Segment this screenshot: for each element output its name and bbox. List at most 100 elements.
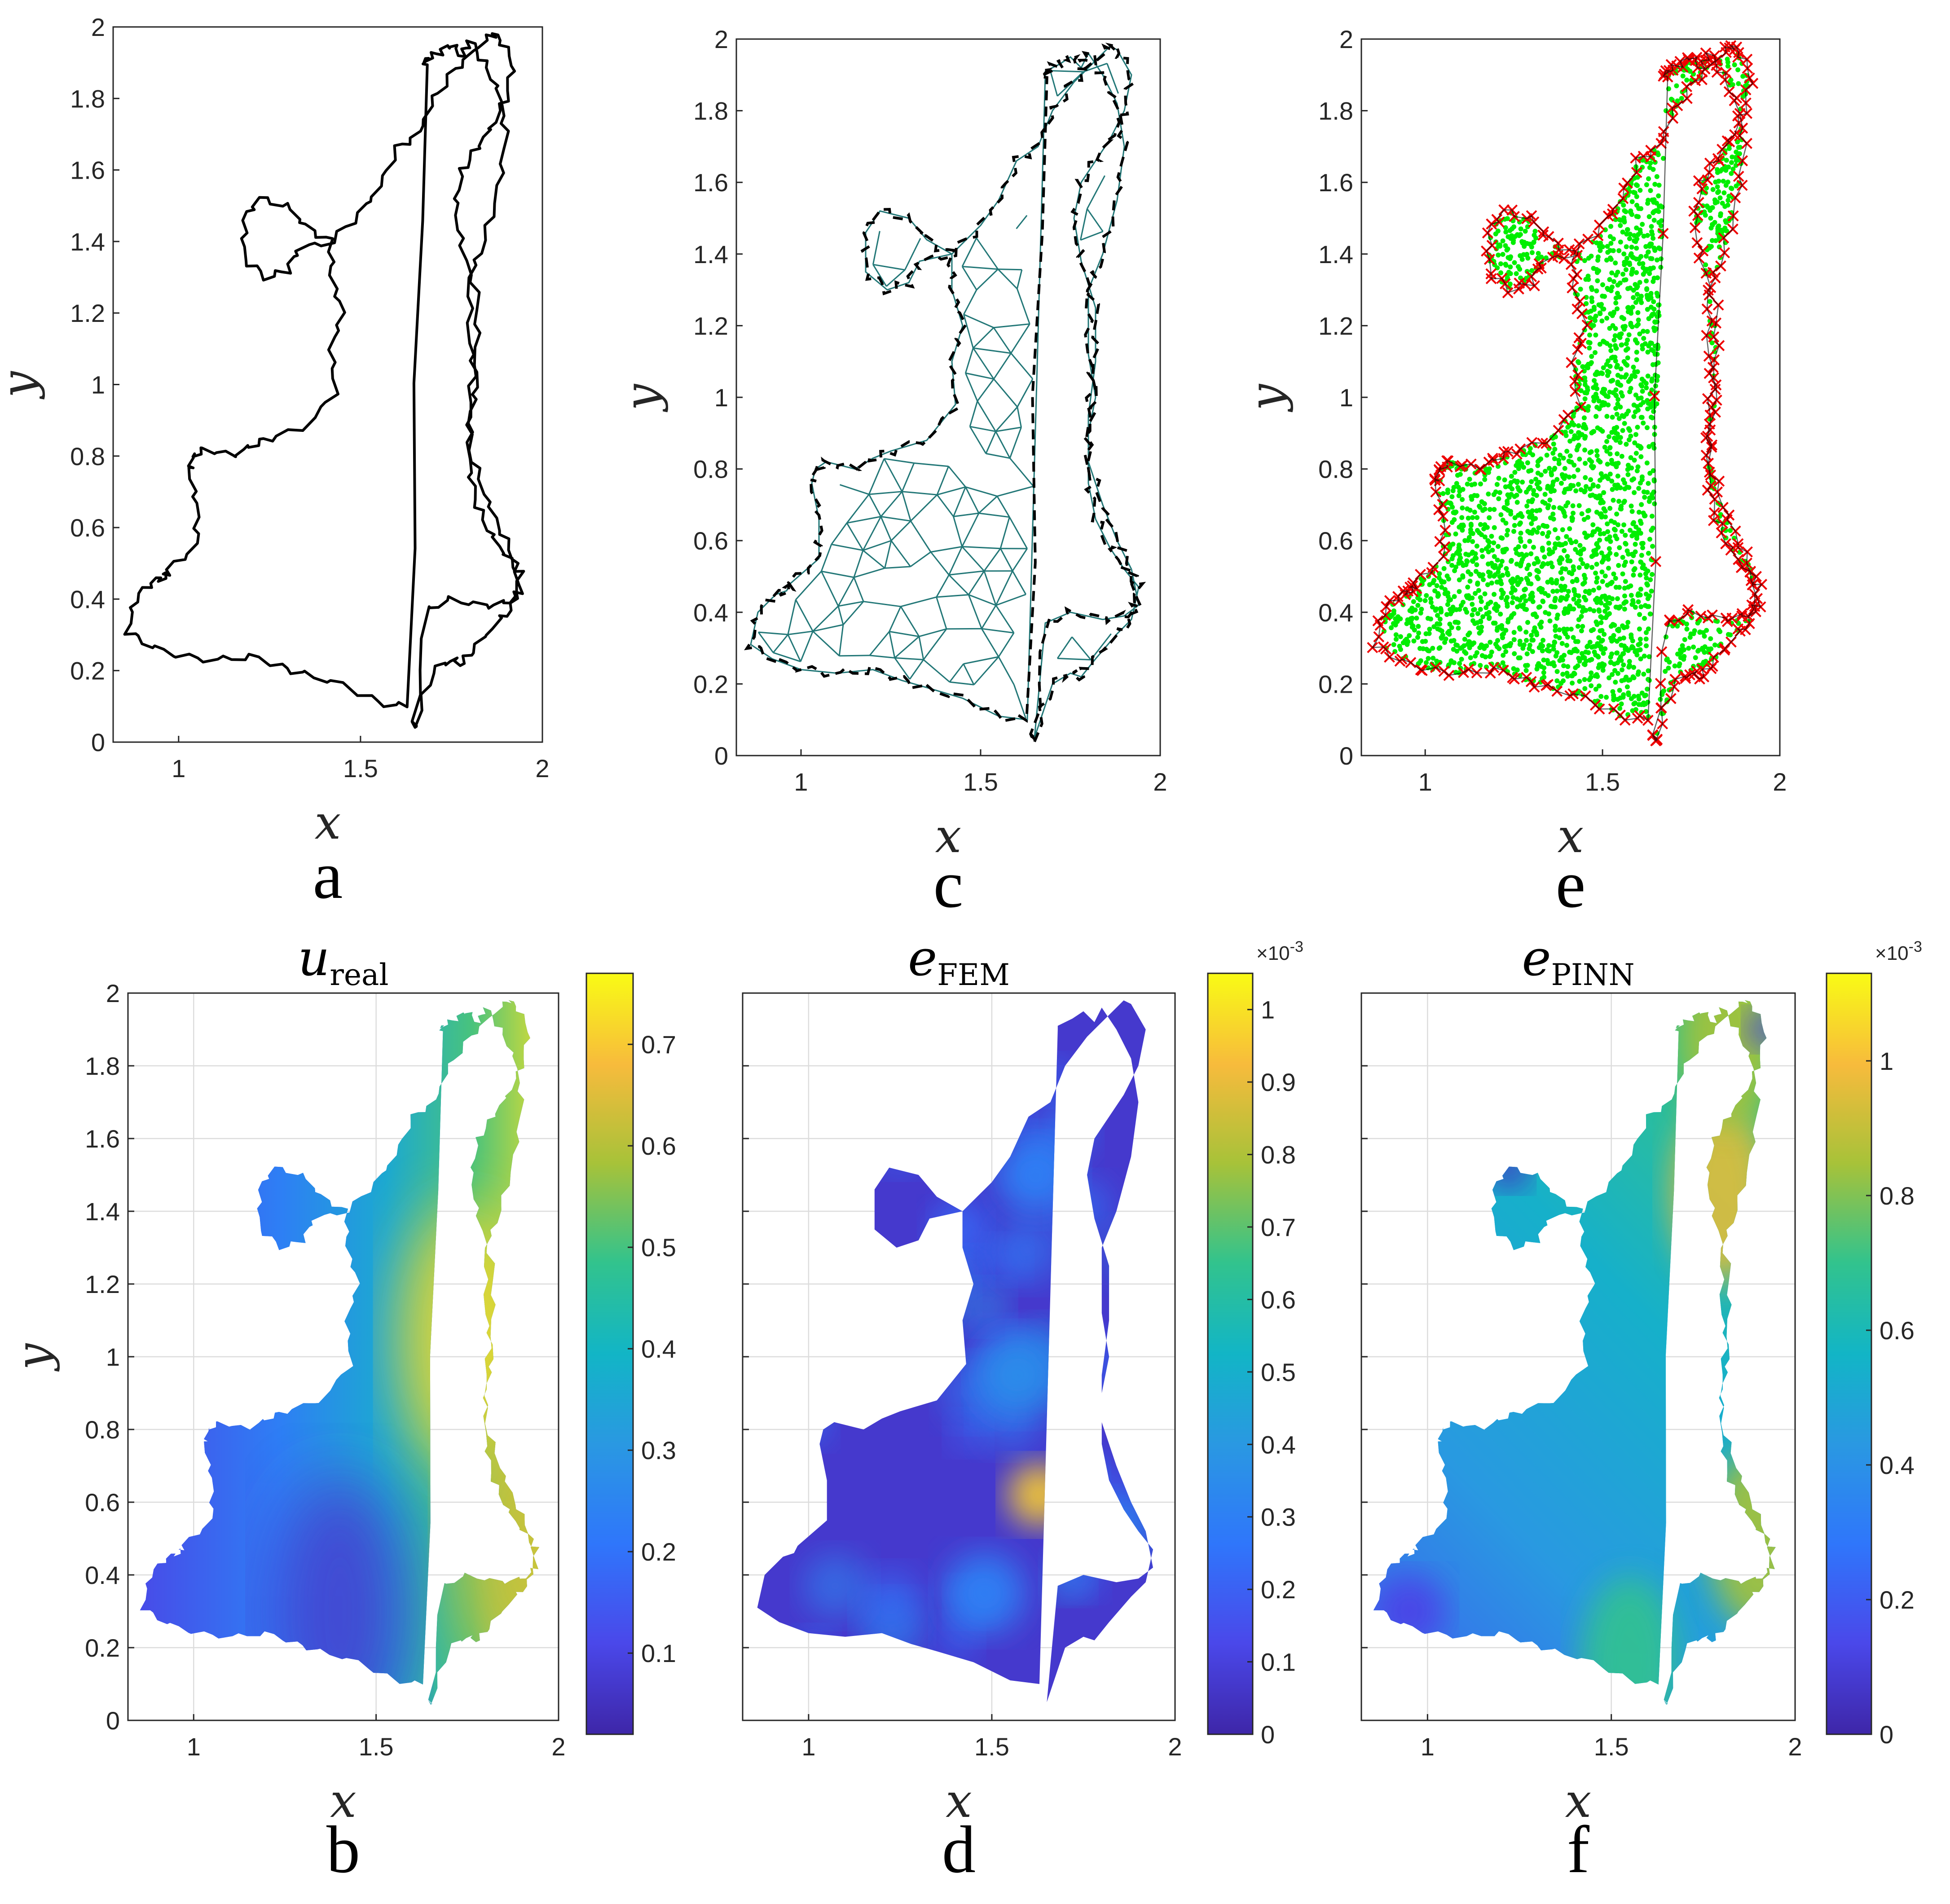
interior-point [1611, 338, 1617, 343]
interior-point [1633, 392, 1638, 398]
interior-point [1527, 572, 1532, 577]
interior-point [1637, 188, 1643, 193]
interior-point [1594, 453, 1600, 458]
interior-point [1519, 461, 1524, 466]
interior-point [1639, 477, 1645, 483]
interior-point [1613, 300, 1619, 306]
interior-point [1584, 564, 1589, 570]
y-tick-label: 0 [91, 728, 105, 756]
interior-point [1598, 248, 1603, 253]
y-tick-label: 0.8 [85, 1416, 120, 1444]
interior-point [1607, 546, 1612, 551]
interior-point [1540, 643, 1545, 649]
heatmap-field [1373, 1000, 1776, 1705]
interior-point [1558, 570, 1563, 575]
y-tick-label: 0.6 [70, 514, 105, 542]
mesh-edge [968, 594, 996, 606]
interior-point [1562, 609, 1567, 615]
interior-point [1631, 287, 1636, 293]
interior-point [1548, 661, 1554, 666]
interior-point [1576, 598, 1582, 604]
interior-point [1415, 595, 1421, 601]
interior-point [1541, 670, 1546, 675]
interior-point [1615, 650, 1620, 655]
interior-point [1611, 571, 1616, 576]
colorbar: 00.20.40.60.81×10-3 [1826, 938, 1922, 1749]
interior-point [1508, 264, 1513, 270]
interior-point [1586, 508, 1592, 513]
interior-point [1496, 569, 1501, 575]
interior-point [1492, 592, 1497, 597]
interior-point [1517, 638, 1523, 644]
interior-point [1549, 564, 1555, 569]
interior-point [1638, 586, 1643, 592]
interior-point [1509, 474, 1514, 479]
mesh-edge [973, 347, 1011, 354]
interior-point [1715, 170, 1720, 175]
interior-point [1608, 224, 1614, 229]
interior-point [1489, 580, 1494, 586]
interior-point [1487, 515, 1492, 520]
y-tick-label: 0.4 [1318, 598, 1353, 627]
mesh-edge [977, 378, 995, 402]
interior-point [1461, 563, 1466, 568]
x-tick-label: 1 [187, 1733, 201, 1761]
interior-point [1481, 501, 1487, 506]
interior-point [1473, 591, 1478, 596]
mesh-edge [838, 624, 844, 656]
interior-point [1710, 238, 1715, 243]
interior-point [1640, 389, 1645, 394]
interior-point [1623, 541, 1629, 547]
interior-point [1622, 374, 1628, 380]
interior-point [1717, 195, 1723, 201]
interior-point [1638, 559, 1644, 565]
interior-point [1604, 257, 1609, 263]
interior-point [1505, 619, 1510, 624]
mesh-edge [998, 268, 1022, 271]
interior-point [1638, 382, 1644, 387]
interior-point [1674, 83, 1679, 88]
colorbar-tick-label: 0.8 [1880, 1182, 1915, 1210]
interior-point [1593, 686, 1598, 692]
colorbar-tick-label: 0.4 [641, 1335, 676, 1363]
y-tick-label: 1 [91, 371, 105, 399]
interior-point [1488, 570, 1493, 576]
interior-point [1452, 510, 1457, 516]
interior-point [1554, 678, 1560, 684]
interior-point [1501, 505, 1507, 510]
interior-point [1640, 545, 1646, 550]
interior-point [1600, 293, 1605, 299]
mesh-edge [993, 323, 1030, 329]
interior-point [1708, 225, 1714, 231]
interior-point [1604, 362, 1609, 367]
interior-point [1733, 163, 1739, 168]
interior-point [1507, 256, 1513, 261]
interior-point [1626, 437, 1632, 443]
interior-point [1594, 448, 1599, 453]
interior-point [1525, 460, 1530, 466]
interior-point [1459, 515, 1465, 520]
interior-point [1633, 338, 1638, 343]
interior-point [1580, 364, 1585, 369]
interior-point [1649, 224, 1654, 229]
interior-point [1542, 523, 1547, 529]
colorbar-tick-label: 0.7 [641, 1030, 676, 1059]
interior-point [1602, 662, 1607, 668]
interior-point [1598, 531, 1603, 536]
interior-point [1516, 655, 1521, 660]
mesh-edge [894, 657, 911, 680]
interior-point [1547, 618, 1553, 624]
interior-point [1596, 665, 1601, 670]
mesh-edge [953, 512, 979, 518]
mesh-edge [757, 632, 774, 653]
interior-point [1611, 527, 1617, 532]
interior-point [1646, 297, 1651, 302]
interior-point [1723, 218, 1728, 224]
interior-point [1526, 486, 1532, 492]
interior-point [1613, 461, 1619, 466]
interior-point [1636, 486, 1642, 491]
colorbar-tick-label: 0.4 [1880, 1451, 1915, 1479]
interior-point [1734, 158, 1739, 163]
interior-point [1618, 604, 1623, 609]
